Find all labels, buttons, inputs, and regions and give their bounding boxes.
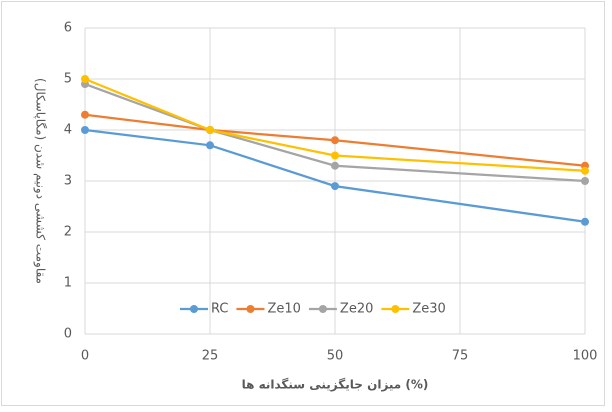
legend-marker: [318, 305, 327, 313]
y-axis-label: مقاومت کششی دونیم شدن (مگاپاسکال): [33, 78, 48, 284]
y-tick-label: 1: [64, 276, 72, 291]
x-tick-label: 100: [573, 349, 598, 364]
data-point: [331, 151, 339, 160]
y-tick-label: 4: [64, 123, 72, 138]
data-point: [206, 141, 214, 150]
x-tick-label: 0: [81, 349, 89, 364]
y-tick-label: 5: [64, 72, 72, 87]
data-point: [81, 110, 89, 119]
series-line: [84, 77, 586, 172]
legend-label: Ze20: [340, 302, 373, 317]
data-point: [81, 126, 89, 134]
y-tick-label: 0: [64, 327, 72, 342]
data-point: [331, 182, 339, 191]
data-point: [581, 177, 589, 185]
chart-border: [1, 1, 605, 406]
data-point: [581, 217, 589, 226]
legend-label: RC: [211, 302, 228, 317]
x-tick-label: 50: [327, 349, 344, 364]
legend-label: Ze30: [412, 302, 445, 317]
data-point: [331, 136, 339, 145]
y-tick-label: 2: [64, 225, 72, 240]
data-point: [331, 161, 339, 170]
data-point: [581, 166, 589, 175]
y-tick-label: 6: [64, 21, 72, 36]
legend: RC Ze10 Ze20 Ze30: [180, 302, 446, 317]
series-line: [84, 128, 586, 223]
x-tick-label: 25: [202, 349, 219, 364]
legend-marker: [190, 305, 198, 313]
x-axis-label: میزان جایگزینی سنگدانه ها (%): [242, 378, 429, 392]
series-line: [84, 83, 586, 183]
legend-label: Ze10: [267, 302, 300, 317]
data-point: [81, 75, 89, 83]
data-point: [206, 126, 214, 134]
legend-marker: [391, 305, 400, 313]
y-tick-label: 3: [64, 174, 72, 189]
x-tick-label: 75: [452, 349, 469, 364]
legend-marker: [246, 305, 255, 313]
series-line: [84, 113, 586, 167]
